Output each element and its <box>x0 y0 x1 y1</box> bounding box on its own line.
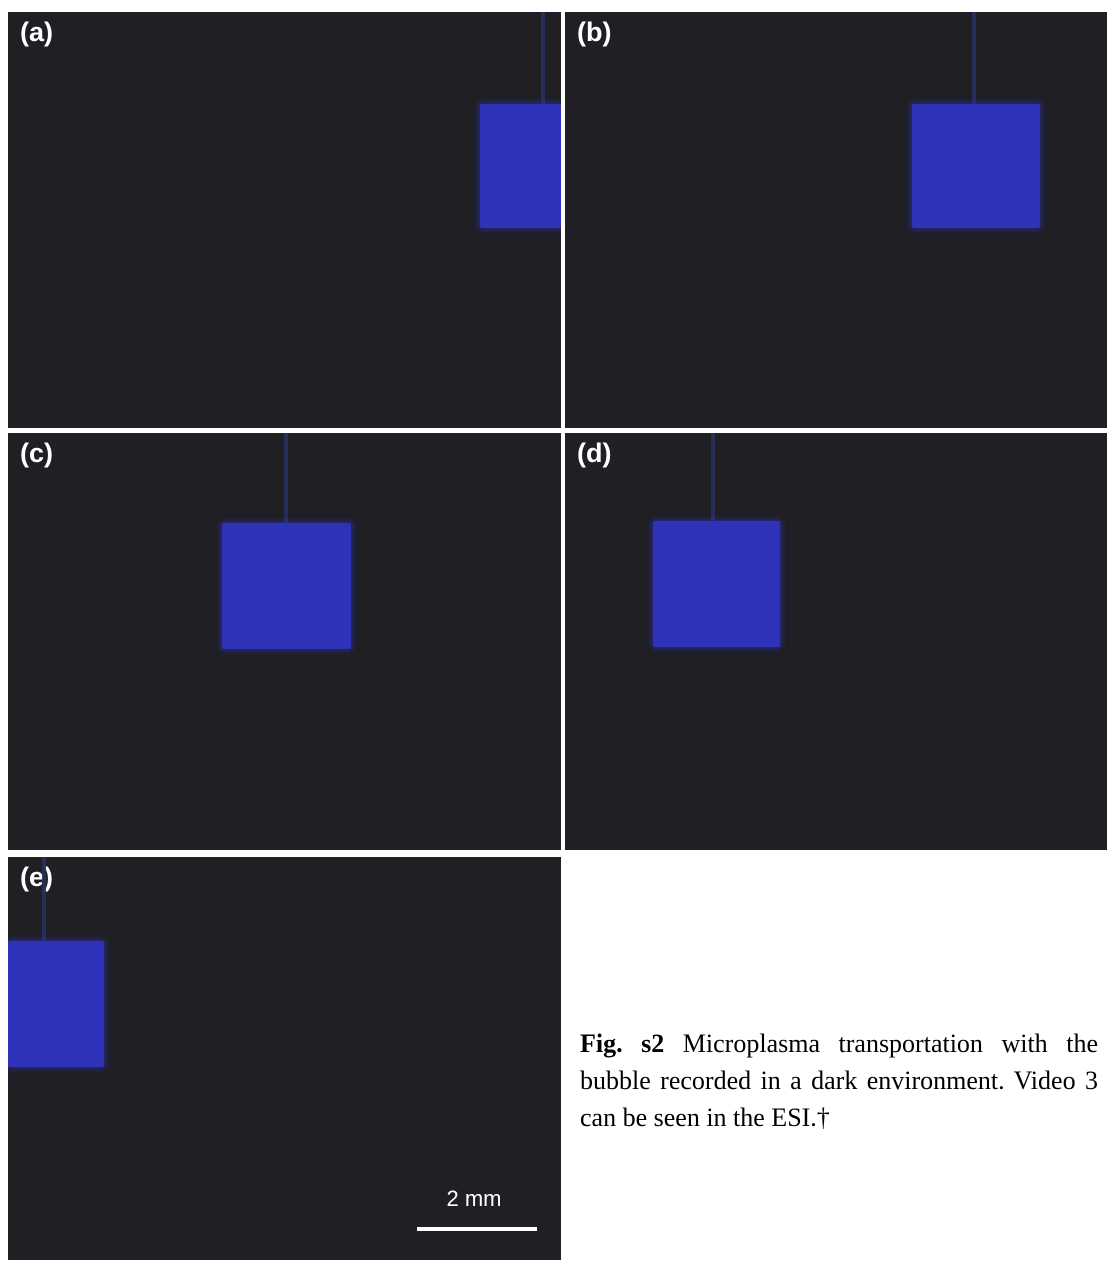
scale-bar-label: 2 mm <box>446 1186 502 1211</box>
caption-text: Microplasma transportation with the bubb… <box>580 1029 1098 1132</box>
electrode-wire <box>972 12 976 104</box>
panel-label: (e) <box>20 862 53 892</box>
electrode-wire <box>711 433 715 521</box>
panel-b: (b) <box>565 12 1107 428</box>
scale-bar <box>417 1227 537 1231</box>
panel-label: (d) <box>577 438 612 468</box>
figure-label: Fig. s2 <box>580 1029 665 1058</box>
plasma-bubble <box>653 521 780 647</box>
panel-label: (a) <box>20 17 53 47</box>
electrode-wire <box>42 857 46 941</box>
plasma-bubble <box>480 104 561 228</box>
plasma-bubble <box>912 104 1040 228</box>
electrode-wire <box>541 12 545 104</box>
electrode-wire <box>284 433 288 523</box>
panel-e: (e) 2 mm <box>8 857 561 1260</box>
plasma-bubble <box>222 523 351 649</box>
panel-label: (b) <box>577 17 612 47</box>
panel-label: (c) <box>20 438 53 468</box>
plasma-bubble <box>8 941 104 1067</box>
figure-caption: Fig. s2 Microplasma transportation with … <box>580 1025 1098 1136</box>
panel-a: (a) <box>8 12 561 428</box>
panel-c: (c) <box>8 433 561 850</box>
panel-d: (d) <box>565 433 1107 850</box>
